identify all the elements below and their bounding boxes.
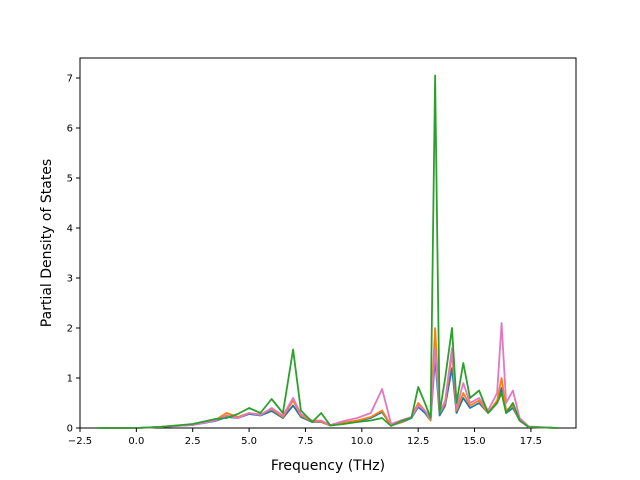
y-tick-label: 2: [67, 324, 73, 335]
series-layer: [98, 74, 559, 429]
y-tick-label: 7: [67, 74, 73, 85]
x-tick-label: 5.0: [241, 436, 257, 447]
x-tick-label: −2.5: [68, 436, 92, 447]
y-tick-label: 3: [67, 274, 73, 285]
x-tick-label: 12.5: [407, 436, 429, 447]
y-tick-label: 6: [67, 124, 73, 135]
tick-layer: −2.5 0.0 2.5 5.0 7.5 10.0 12.5 15.0 17.5 0 1 2 3 4 5 6 7: [67, 74, 542, 448]
x-tick-label: 2.5: [185, 436, 201, 447]
x-tick-label: 7.5: [298, 436, 314, 447]
plot-area-frame: [79, 57, 577, 429]
x-tick-label: 10.0: [351, 436, 373, 447]
series-line-3: [98, 322, 559, 429]
y-tick-label: 5: [67, 174, 73, 185]
y-tick-label: 4: [67, 224, 73, 235]
series-line-4: [98, 74, 559, 429]
x-tick-label: 15.0: [463, 436, 485, 447]
y-tick-label: 1: [67, 374, 73, 385]
series-line-1: [98, 357, 559, 429]
y-tick-label: 0: [67, 424, 73, 435]
x-tick-label: 0.0: [128, 436, 144, 447]
x-axis-title: Frequency (THz): [271, 458, 385, 474]
y-axis-title: Partial Density of States: [39, 159, 55, 327]
x-tick-label: 17.5: [520, 436, 542, 447]
